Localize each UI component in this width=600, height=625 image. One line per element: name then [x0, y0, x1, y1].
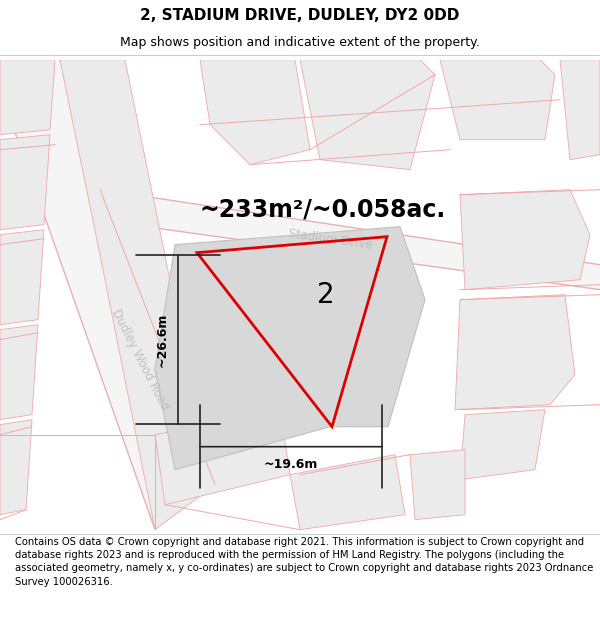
Text: 2: 2 [317, 281, 334, 309]
Text: Map shows position and indicative extent of the property.: Map shows position and indicative extent… [120, 36, 480, 49]
Polygon shape [0, 59, 215, 529]
Text: ~26.6m: ~26.6m [155, 312, 169, 367]
Polygon shape [95, 190, 600, 290]
Polygon shape [560, 59, 600, 159]
Text: 2, STADIUM DRIVE, DUDLEY, DY2 0DD: 2, STADIUM DRIVE, DUDLEY, DY2 0DD [140, 8, 460, 23]
Polygon shape [460, 410, 545, 480]
Polygon shape [200, 59, 310, 164]
Polygon shape [0, 229, 44, 325]
Text: ~233m²/~0.058ac.: ~233m²/~0.058ac. [200, 198, 446, 222]
Polygon shape [155, 410, 290, 504]
Polygon shape [0, 420, 32, 514]
Polygon shape [155, 227, 425, 470]
Polygon shape [440, 59, 555, 139]
Polygon shape [60, 59, 215, 529]
Text: Stadium Drive: Stadium Drive [287, 228, 373, 252]
Text: Dudley Wood Road: Dudley Wood Road [109, 307, 171, 412]
Polygon shape [0, 59, 600, 529]
Polygon shape [0, 134, 50, 229]
Polygon shape [0, 59, 55, 134]
Text: ~19.6m: ~19.6m [264, 458, 318, 471]
Polygon shape [290, 454, 405, 529]
Polygon shape [410, 449, 465, 519]
Polygon shape [300, 59, 435, 169]
Text: Contains OS data © Crown copyright and database right 2021. This information is : Contains OS data © Crown copyright and d… [15, 537, 593, 587]
Polygon shape [455, 294, 575, 410]
Polygon shape [0, 325, 38, 420]
Polygon shape [460, 190, 590, 290]
